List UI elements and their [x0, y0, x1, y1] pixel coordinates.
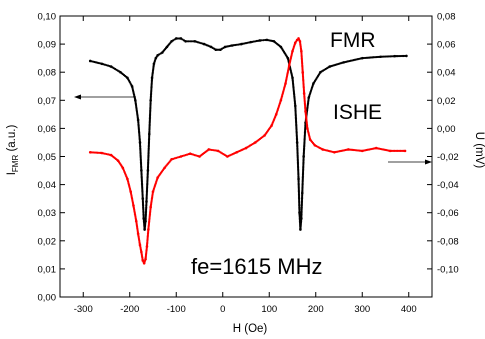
data-point — [189, 40, 192, 43]
data-point — [176, 37, 179, 40]
data-point — [382, 55, 386, 58]
y-right-axis-title: U (mV) — [473, 132, 485, 169]
y-left-axis-title: IFMR (a.u.) — [6, 125, 20, 176]
data-point — [187, 40, 190, 43]
data-point — [186, 40, 189, 43]
series-fmr — [88, 37, 408, 231]
y-left-tick-label: 0,08 — [38, 68, 57, 79]
data-point — [262, 39, 265, 42]
data-point — [260, 39, 263, 42]
x-tick-label: 400 — [401, 304, 417, 315]
y-right-tick-label: -0,02 — [437, 152, 459, 163]
y-left-tick-label: 0,00 — [38, 293, 57, 304]
arrow-to-right-axis — [388, 159, 432, 165]
data-point — [174, 37, 178, 40]
frequency-annotation: fe=1615 MHz — [191, 254, 322, 279]
y-left-tick-label: 0,01 — [38, 264, 57, 275]
x-axis-title: H (Oe) — [233, 323, 268, 335]
data-point — [214, 48, 218, 52]
x-axis: -300 -200 -100 0 100 200 300 400 — [74, 16, 417, 315]
data-point — [216, 48, 219, 51]
x-tick-label: -300 — [74, 304, 93, 315]
y-left-tick-label: 0,03 — [38, 208, 57, 219]
y-left-tick-label: 0,10 — [38, 12, 57, 23]
data-point — [190, 40, 193, 43]
y-right-tick-label: -0,10 — [437, 264, 459, 275]
data-point — [184, 39, 187, 43]
x-tick-label: 100 — [261, 304, 277, 315]
series-ishe — [88, 37, 407, 265]
x-tick-label: 200 — [308, 304, 324, 315]
data-point — [384, 55, 387, 58]
y-right-tick-label: 0,06 — [437, 40, 456, 51]
series-layer — [88, 37, 408, 265]
left-axis: 0,00 0,01 0,02 0,03 0,04 0,05 0,06 0,07 0,08 0,09… — [38, 12, 65, 304]
y-right-tick-label: 0,04 — [437, 68, 456, 79]
x-tick-label: -200 — [120, 304, 139, 315]
y-left-tick-label: 0,06 — [38, 124, 57, 135]
data-point — [389, 55, 392, 58]
y-right-tick-label: -0,04 — [437, 180, 459, 191]
data-point — [387, 55, 390, 58]
right-axis: -0,10 -0,08 -0,06 -0,04 -0,02 0,00 0,02 0,04 0,0… — [427, 12, 459, 275]
y-left-tick-label: 0,02 — [38, 236, 57, 247]
data-point — [381, 55, 384, 58]
y-left-tick-label: 0,04 — [38, 180, 57, 191]
y-left-tick-label: 0,07 — [38, 96, 57, 107]
data-point — [385, 55, 389, 58]
x-tick-label: 300 — [354, 304, 370, 315]
y-right-tick-label: 0,08 — [437, 12, 456, 23]
x-tick-label: -100 — [167, 304, 186, 315]
data-point — [390, 55, 393, 58]
ishe-annotation: ISHE — [333, 101, 382, 124]
fmr-annotation: FMR — [330, 29, 376, 52]
arrow-to-left-axis — [74, 94, 136, 100]
y-right-tick-label: 0,02 — [437, 96, 456, 107]
y-right-tick-label: -0,08 — [437, 236, 459, 247]
y-right-tick-label: 0,00 — [437, 124, 456, 135]
y-left-tick-label: 0,09 — [38, 40, 57, 51]
y-right-tick-label: -0,06 — [437, 208, 459, 219]
x-tick-label: 0 — [220, 304, 225, 315]
y-left-tick-label: 0,05 — [38, 152, 57, 163]
data-point — [403, 149, 407, 153]
data-point — [405, 54, 408, 58]
data-point — [258, 39, 262, 42]
